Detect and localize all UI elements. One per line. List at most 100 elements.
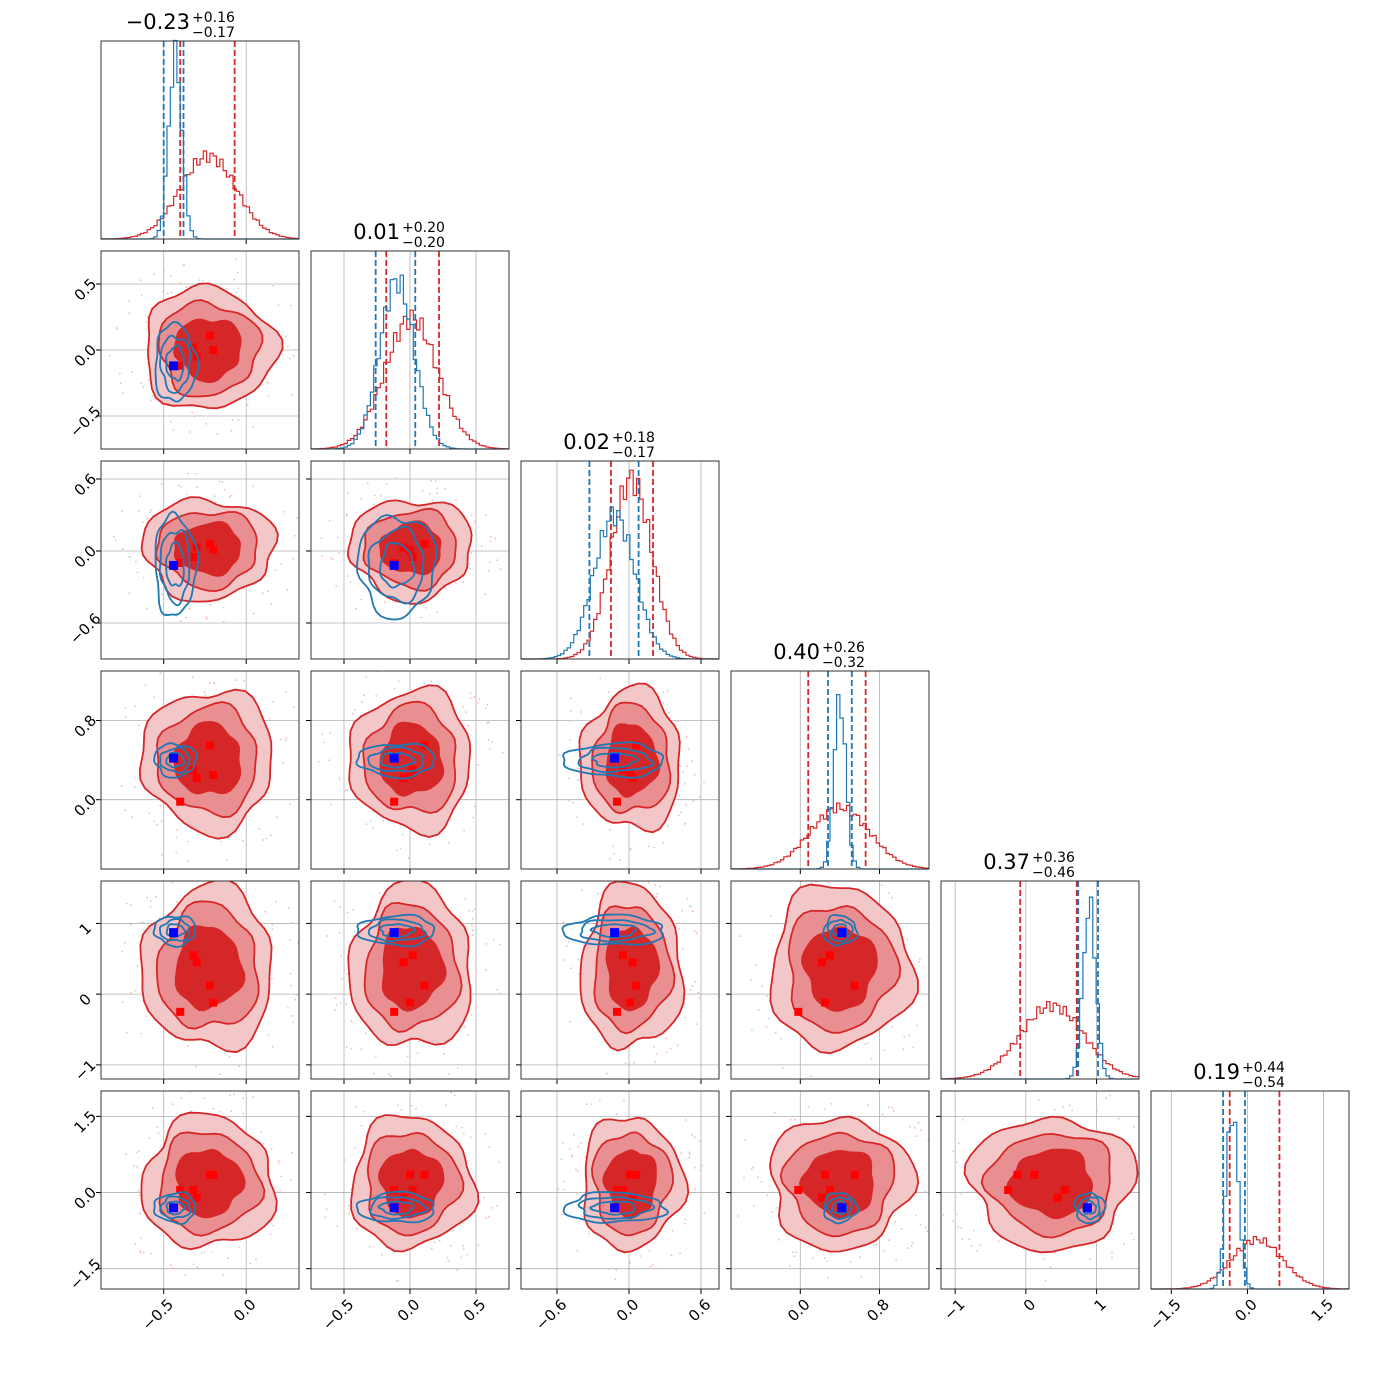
panel-title-plus-2: +0.18 xyxy=(612,430,655,446)
scatter-point xyxy=(672,1229,674,1232)
red-marker xyxy=(850,1170,859,1179)
panel-contours-5-4 xyxy=(942,1094,1142,1282)
scatter-point xyxy=(491,741,493,743)
scatter-point xyxy=(895,1258,898,1261)
scatter-point xyxy=(352,908,354,911)
scatter-point xyxy=(488,721,490,724)
scatter-point xyxy=(179,282,182,285)
scatter-point xyxy=(136,964,139,967)
scatter-point xyxy=(694,1166,697,1169)
scatter-point xyxy=(778,1238,780,1241)
red-marker xyxy=(399,958,408,967)
scatter-point xyxy=(262,592,264,594)
red-contour-level-3 xyxy=(173,318,242,384)
scatter-point xyxy=(363,1110,366,1113)
scatter-point xyxy=(360,1124,363,1127)
scatter-point xyxy=(926,1230,928,1232)
scatter-point xyxy=(220,840,223,843)
scatter-point xyxy=(262,1142,265,1145)
scatter-point xyxy=(195,1065,198,1068)
scatter-point xyxy=(694,1188,697,1190)
red-contour-level-3 xyxy=(801,926,878,1012)
scatter-point xyxy=(185,616,188,619)
scatter-point xyxy=(1130,1232,1133,1235)
scatter-point xyxy=(802,1081,804,1083)
scatter-point xyxy=(160,820,163,822)
scatter-point xyxy=(291,1151,294,1154)
scatter-point xyxy=(356,1228,358,1230)
scatter-point xyxy=(352,712,354,715)
scatter-point xyxy=(795,1251,798,1254)
red-marker xyxy=(189,343,198,352)
scatter-point xyxy=(1071,1109,1074,1112)
scatter-point xyxy=(849,1261,852,1263)
scatter-point xyxy=(304,945,306,947)
scatter-point xyxy=(569,697,572,700)
scatter-point xyxy=(952,1220,954,1222)
scatter-point xyxy=(629,1262,632,1264)
scatter-point xyxy=(1140,1230,1142,1232)
scatter-point xyxy=(171,881,174,884)
scatter-point xyxy=(997,1240,1000,1243)
scatter-point xyxy=(1049,1266,1052,1269)
scatter-point xyxy=(468,563,471,565)
red-marker xyxy=(613,1007,621,1016)
scatter-point xyxy=(470,514,473,517)
scatter-point xyxy=(608,691,610,694)
scatter-point xyxy=(421,489,424,492)
scatter-point xyxy=(572,801,575,804)
blue-marker xyxy=(837,1203,847,1213)
scatter-point xyxy=(632,879,634,881)
scatter-point xyxy=(353,930,356,933)
scatter-point xyxy=(185,286,188,288)
scatter-point xyxy=(154,283,157,285)
red-histogram-0 xyxy=(101,150,299,240)
scatter-point xyxy=(434,480,437,482)
scatter-point xyxy=(484,707,487,709)
x-tick-label: 0.0 xyxy=(784,1295,814,1325)
scatter-point xyxy=(423,682,426,685)
scatter-point xyxy=(480,545,483,547)
scatter-point xyxy=(375,695,377,697)
scatter-point xyxy=(444,587,447,589)
scatter-point xyxy=(186,840,189,843)
scatter-point xyxy=(666,690,669,693)
scatter-point xyxy=(615,1269,618,1272)
scatter-point xyxy=(692,799,695,802)
scatter-point xyxy=(136,1166,138,1168)
scatter-point xyxy=(218,600,221,603)
red-marker xyxy=(1053,1193,1062,1202)
scatter-point xyxy=(662,691,665,694)
scatter-point xyxy=(616,1113,618,1116)
scatter-point xyxy=(654,1061,657,1063)
blue-contour-level-1 xyxy=(153,742,199,779)
scatter-point xyxy=(131,371,133,374)
scatter-point xyxy=(760,1181,763,1183)
panel-title-median-5: 0.19 xyxy=(1193,1060,1240,1084)
scatter-point xyxy=(388,1073,390,1076)
panel-contours-3-1 xyxy=(317,671,504,860)
scatter-point xyxy=(159,804,162,807)
red-marker xyxy=(619,951,627,960)
red-marker xyxy=(420,539,429,548)
blue-contour-level-2 xyxy=(367,746,425,773)
panel-contours-5-0 xyxy=(125,1091,294,1277)
scatter-point xyxy=(166,292,169,295)
scatter-point xyxy=(1140,1245,1142,1247)
x-tick-label: −0.5 xyxy=(139,1295,177,1333)
blue-contour-level-3 xyxy=(165,923,187,939)
blue-marker xyxy=(610,928,620,938)
scatter-point xyxy=(470,1013,472,1016)
scatter-point xyxy=(665,1037,667,1040)
scatter-point xyxy=(287,1007,289,1009)
scatter-point xyxy=(584,1156,587,1158)
scatter-point xyxy=(807,1106,810,1108)
scatter-point xyxy=(471,910,474,912)
scatter-point xyxy=(684,1218,687,1221)
blue-histogram-2 xyxy=(521,506,719,660)
scatter-point xyxy=(340,955,343,958)
scatter-point xyxy=(172,429,175,432)
panel-title-minus-4: −0.46 xyxy=(1032,865,1075,881)
scatter-point xyxy=(811,882,813,885)
scatter-point xyxy=(280,1175,282,1178)
